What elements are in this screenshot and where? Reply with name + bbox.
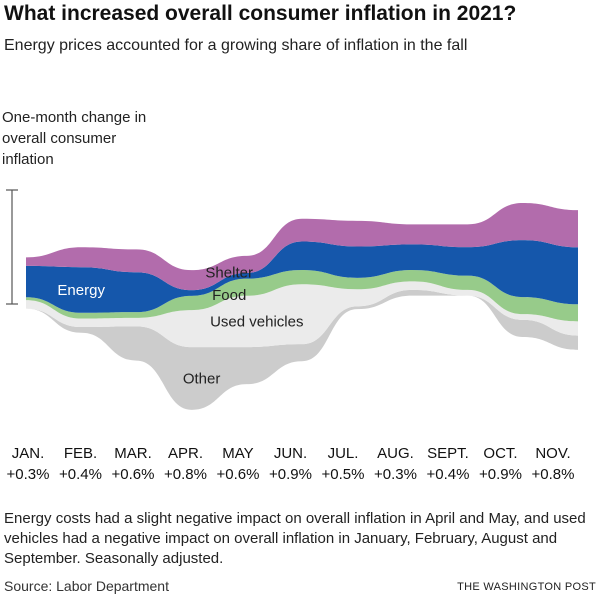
source-credit: Source: Labor Department [4, 578, 169, 594]
month-labels: JAN. FEB. MAR. APR. MAY JUN. JUL. AUG. SEPT. OCT.… [12, 445, 571, 462]
stream-layer-food [26, 269, 578, 322]
series-labels: Other Used vehicles Food Energy Shelter [57, 264, 303, 387]
month-label: APR. [168, 445, 203, 462]
footnote: Energy costs had a slight negative impac… [4, 510, 586, 567]
scale-bar [6, 189, 18, 305]
total-change-label: +0.8% [532, 466, 575, 483]
stream-layer-energy [26, 240, 578, 313]
series-label-food: Food [212, 287, 246, 304]
chart-subtitle: Energy prices accounted for a growing sh… [4, 37, 468, 54]
total-change-label: +0.5% [322, 466, 365, 483]
series-label-used-vehicles: Used vehicles [210, 313, 303, 330]
total-change-label: +0.6% [217, 466, 260, 483]
stream-layer-shelter [26, 203, 578, 291]
chart-title: What increased overall consumer inflatio… [4, 2, 517, 25]
month-label: FEB. [64, 445, 97, 462]
series-label-shelter: Shelter [205, 264, 253, 281]
stream-layer-other [26, 289, 578, 410]
total-change-label: +0.8% [164, 466, 207, 483]
month-label: MAY [222, 445, 253, 462]
total-labels: +0.3% +0.4% +0.6% +0.8% +0.6% +0.9% +0.5% +0.3%… [7, 466, 575, 483]
month-label: NOV. [535, 445, 570, 462]
month-label: JUN. [274, 445, 307, 462]
stream-layers [26, 203, 578, 410]
month-label: OCT. [483, 445, 517, 462]
total-change-label: +0.6% [112, 466, 155, 483]
total-change-label: +0.3% [7, 466, 50, 483]
publisher-brand: THE WASHINGTON POST [457, 581, 596, 593]
series-label-energy: Energy [57, 282, 105, 299]
total-change-label: +0.9% [269, 466, 312, 483]
stream-layer-used-vehicles [26, 281, 578, 348]
month-label: MAR. [114, 445, 152, 462]
y-label-line-3: inflation [2, 151, 54, 168]
total-change-label: +0.4% [59, 466, 102, 483]
month-label: JUL. [328, 445, 359, 462]
total-change-label: +0.3% [374, 466, 417, 483]
streamgraph-chart: One-month change in overall consumer inf… [2, 109, 578, 483]
total-change-label: +0.4% [427, 466, 470, 483]
month-label: SEPT. [427, 445, 469, 462]
series-label-other: Other [183, 370, 221, 387]
y-label-line-1: One-month change in [2, 109, 146, 126]
y-label-line-2: overall consumer [2, 130, 116, 147]
total-change-label: +0.9% [479, 466, 522, 483]
month-label: JAN. [12, 445, 45, 462]
month-label: AUG. [377, 445, 414, 462]
